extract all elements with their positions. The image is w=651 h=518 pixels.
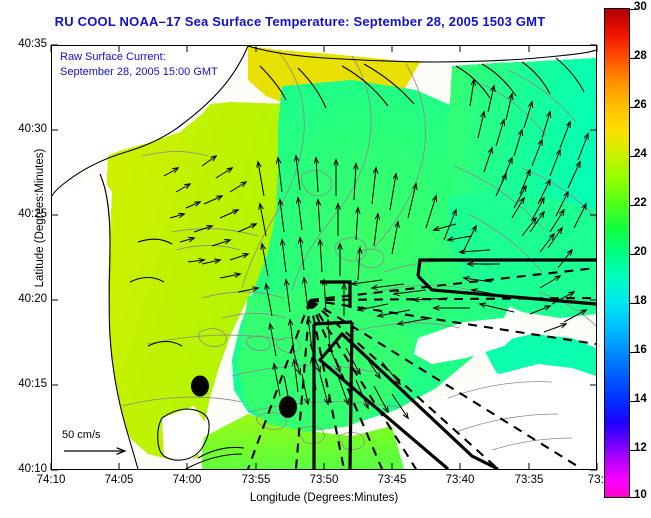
cb-tick-7: 16 xyxy=(634,344,647,356)
y-tick-2: 40:25 xyxy=(18,208,47,220)
y-tick-4: 40:15 xyxy=(18,378,47,390)
x-tick-3: 73:55 xyxy=(241,474,271,486)
x-tick-6: 73:40 xyxy=(445,474,475,486)
y-tick-3: 40:20 xyxy=(18,293,47,305)
cb-tick-9: 12 xyxy=(634,442,647,454)
sst-field xyxy=(52,46,596,469)
cb-tick-2: 26 xyxy=(634,99,647,111)
map-plot-area[interactable]: Raw Surface Current: September 28, 2005 … xyxy=(51,45,597,470)
cb-tick-1: 28 xyxy=(634,50,647,62)
map-canvas xyxy=(52,46,596,469)
cb-tick-3: 24 xyxy=(634,148,647,160)
figure-title: RU COOL NOAA–17 Sea Surface Temperature:… xyxy=(54,14,546,29)
cb-tick-0: 30 xyxy=(634,1,647,13)
current-vectors xyxy=(163,80,588,418)
y-tick-0: 40:35 xyxy=(18,38,47,50)
marker-west xyxy=(191,375,209,397)
temperature-colorbar[interactable] xyxy=(604,8,630,498)
x-tick-5: 73:45 xyxy=(377,474,407,486)
radial-rays xyxy=(247,266,596,469)
cb-tick-6: 18 xyxy=(634,295,647,307)
marker-east xyxy=(279,396,297,418)
cb-tick-10: 10 xyxy=(634,489,647,501)
cb-tick-4: 22 xyxy=(634,197,647,209)
x-tick-4: 73:50 xyxy=(309,474,339,486)
y-tick-5: 40:10 xyxy=(18,463,47,475)
x-tick-2: 74:00 xyxy=(172,474,202,486)
x-tick-7: 73:35 xyxy=(514,474,544,486)
station-markers[interactable] xyxy=(191,375,297,419)
x-tick-1: 74:05 xyxy=(104,474,134,486)
y-tick-1: 40:30 xyxy=(18,123,47,135)
x-axis-title: Longitude (Degrees:Minutes) xyxy=(249,492,399,504)
shipping-channels xyxy=(312,258,596,469)
cb-tick-8: 14 xyxy=(634,393,647,405)
y-axis-title: Latitude (Degrees:Minutes) xyxy=(34,148,46,288)
x-tick-0: 74:10 xyxy=(36,474,66,486)
coastline xyxy=(52,46,596,469)
cb-tick-5: 20 xyxy=(634,246,647,258)
